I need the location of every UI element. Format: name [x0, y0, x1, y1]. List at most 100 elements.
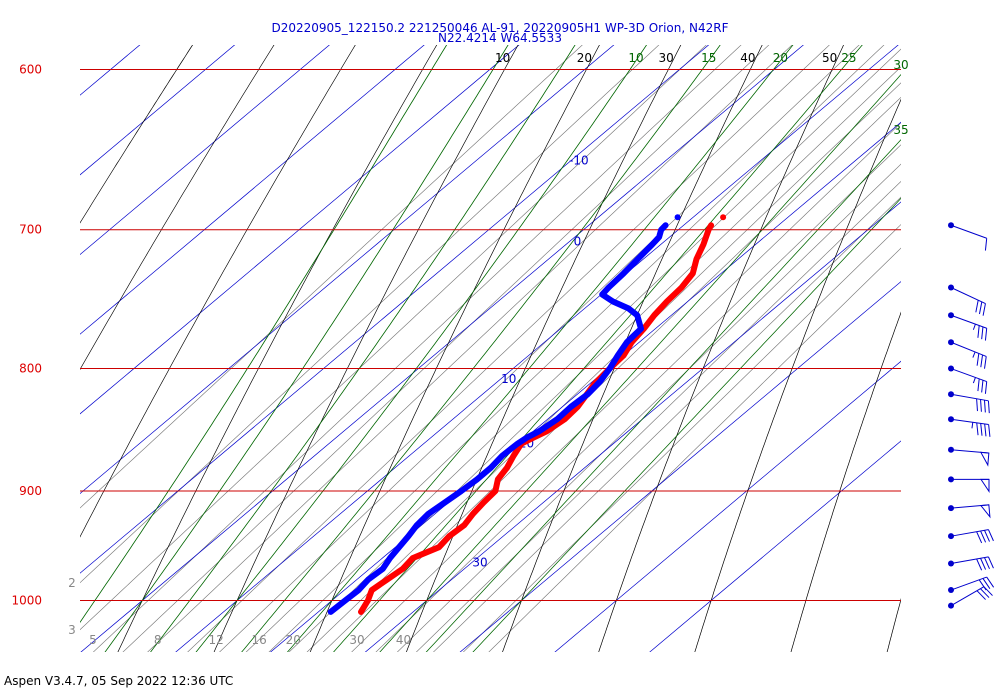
isotherm-line	[459, 281, 901, 652]
temperature-point	[447, 534, 451, 538]
temperature-point	[370, 588, 374, 592]
mixing-ratio-line	[80, 45, 660, 584]
dewpoint-point	[611, 300, 615, 303]
isotherm-line	[270, 121, 901, 652]
mixing-ratio-line	[433, 196, 901, 652]
temperature-point	[680, 286, 684, 289]
mixing-ratio-label: 20	[286, 633, 301, 647]
moist-adiabat-label: 10	[628, 51, 643, 65]
dewpoint-point	[598, 380, 602, 383]
dewpoint-point	[625, 340, 629, 344]
wind-barb	[948, 576, 995, 594]
dewpoint-point	[381, 567, 385, 571]
moist-adiabat-line	[425, 139, 901, 652]
mixing-ratio-label: 5	[89, 633, 97, 647]
dewpoint-point	[475, 477, 479, 481]
plot-area	[0, 40, 901, 657]
moist-adiabat-label: 25	[841, 51, 856, 65]
temperature-point	[496, 477, 500, 481]
moist-adiabat-line	[286, 45, 794, 652]
dry-adiabat-label: 50	[822, 51, 837, 65]
isotherm-label: 30	[472, 555, 487, 569]
temperature-line	[358, 222, 715, 615]
mixing-ratio-label: 16	[251, 633, 266, 647]
dewpoint-point	[650, 243, 654, 246]
isotherm-line	[80, 45, 615, 494]
dewpoint-point	[635, 313, 639, 317]
mixing-ratio-line	[268, 48, 901, 652]
wind-barb	[948, 504, 991, 519]
temperature-point	[385, 578, 389, 581]
temperature-point	[482, 501, 486, 504]
chart-subtitle: N22.4214 W64.5533	[438, 31, 562, 45]
wind-barb	[948, 446, 990, 467]
temperature-point	[512, 454, 516, 458]
dewpoint-point	[366, 578, 370, 581]
isotherm-line	[80, 45, 520, 415]
wind-barb	[948, 312, 988, 341]
wind-barb	[948, 365, 988, 394]
dewpoint-point	[659, 228, 663, 232]
isobar-label: 1000	[11, 594, 42, 608]
mixing-ratio-label: 12	[209, 633, 224, 647]
isotherm-line	[0, 40, 51, 657]
moist-adiabat-label: 30	[893, 58, 908, 72]
moist-adiabat-label: 20	[773, 51, 788, 65]
dry-adiabat-line	[598, 45, 844, 652]
temperature-point	[544, 430, 548, 434]
moist-adiabat-line	[241, 45, 721, 652]
dewpoint-point	[500, 454, 504, 458]
wind-barb	[948, 284, 986, 316]
temperature-top-marker	[720, 214, 727, 221]
mixing-ratio-label: 40	[396, 633, 411, 647]
mixing-ratio-line	[351, 122, 901, 652]
isotherm-line	[80, 45, 804, 652]
wind-barb	[948, 339, 987, 369]
isobar-label: 600	[19, 63, 42, 77]
mixing-ratio-line	[92, 45, 742, 652]
wind-barb	[948, 222, 988, 251]
dry-adiabat-label: 30	[659, 51, 674, 65]
temperature-point	[701, 243, 705, 246]
temperature-point	[505, 466, 509, 470]
temperature-point	[493, 489, 497, 493]
dry-adiabat-line	[80, 45, 275, 371]
isotherm-line	[554, 360, 901, 652]
temperature-point	[437, 545, 441, 549]
isotherm-line	[80, 45, 141, 96]
footer-version: Aspen V3.4.7, 05 Sep 2022 12:36 UTC	[4, 674, 234, 688]
dry-adiabat-label: 10	[495, 51, 510, 65]
isotherm-line	[175, 45, 899, 652]
mixing-ratio-line	[462, 224, 901, 652]
dry-adiabat-line	[117, 45, 438, 652]
dry-adiabat-label: 20	[577, 51, 592, 65]
isotherm-line	[364, 201, 901, 652]
dewpoint-point	[608, 367, 612, 370]
mixing-ratio-label: 30	[349, 633, 364, 647]
temperature-point	[707, 228, 711, 232]
wind-barb	[948, 586, 993, 609]
wind-barb	[948, 556, 994, 571]
isobar-label: 700	[19, 223, 42, 237]
mixing-ratio-line	[415, 181, 901, 652]
mixing-ratio-line	[147, 45, 793, 652]
temperature-point	[563, 417, 567, 421]
dry-adiabat-line	[790, 311, 901, 652]
isobar-label: 900	[19, 484, 42, 498]
mixing-ratio-label: 3	[68, 623, 76, 637]
isobar-label: 800	[19, 362, 42, 376]
dewpoint-point	[388, 556, 392, 560]
dewpoint-point	[616, 354, 620, 357]
temperature-point	[709, 223, 713, 227]
moist-adiabat-line	[80, 45, 448, 623]
moist-adiabat-label: 15	[701, 51, 716, 65]
dewpoint-point	[537, 430, 541, 434]
isotherm-label: 10	[501, 372, 516, 386]
temperature-point	[359, 610, 363, 614]
mixing-ratio-line	[396, 163, 901, 652]
mixing-ratio-line	[80, 45, 707, 631]
dewpoint-point	[443, 501, 447, 504]
dewpoint-point	[329, 610, 333, 614]
dewpoint-point	[607, 286, 611, 289]
dewpoint-point	[406, 534, 410, 538]
